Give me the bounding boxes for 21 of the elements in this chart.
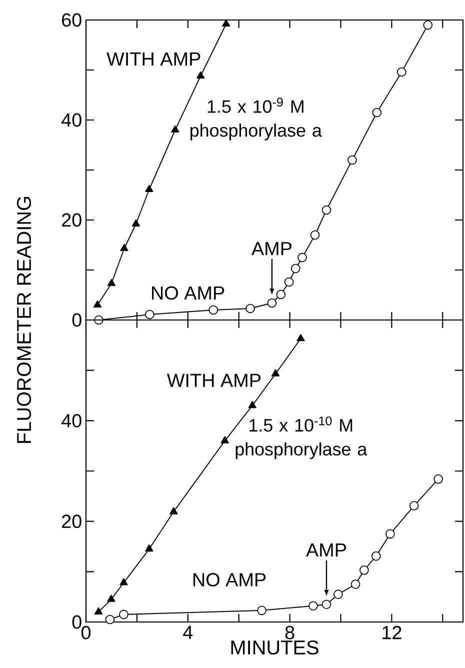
series-label: WITH AMP <box>166 374 260 387</box>
series-label: NO AMP <box>193 573 266 586</box>
y-axis-title: FLUOROMETER READING <box>16 196 32 443</box>
y-tick-label: 20 <box>62 213 82 227</box>
x-axis-title: MINUTES <box>231 640 318 655</box>
y-tick-label: 60 <box>62 13 82 27</box>
x-tick-label: 4 <box>183 626 193 639</box>
x-tick-label: 8 <box>285 626 294 640</box>
series-label: NO AMP <box>152 286 224 300</box>
annotation: AMP <box>306 544 346 557</box>
y-tick-label: 20 <box>62 514 82 528</box>
annotation: 1.5 x 10$^{-10}$ M phosphorylase a <box>236 416 368 460</box>
y-tick-label: 40 <box>62 113 82 127</box>
y-tick-label: 0 <box>72 313 82 327</box>
annotation: AMP <box>251 242 292 256</box>
x-tick-label: 0 <box>81 626 91 640</box>
x-tick-label: 12 <box>382 626 402 640</box>
annotation: 1.5 x 10$^{-9}$ M phosphorylase a <box>190 98 322 140</box>
y-tick-label: 0 <box>72 615 82 629</box>
legend-label: WITH AMP <box>106 52 200 66</box>
y-tick-label: 40 <box>62 414 82 428</box>
